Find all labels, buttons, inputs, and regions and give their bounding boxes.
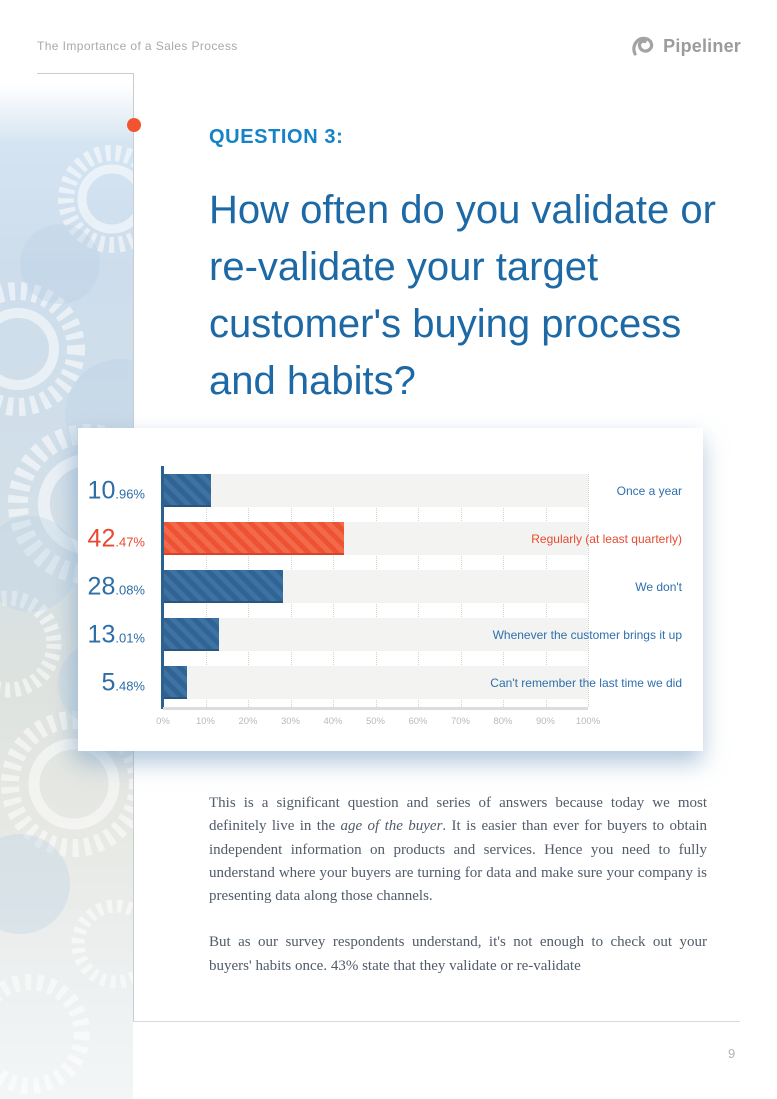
survey-bar-chart: 10.96% Once a year 42.47% Regularly (at lea…: [78, 428, 703, 751]
value-integer: 10: [87, 476, 116, 504]
x-tick-label: 50%: [365, 716, 385, 727]
paragraph-1: This is a significant question and serie…: [209, 792, 707, 908]
value-label: 13.01%: [88, 620, 145, 649]
chart-row: 10.96% Once a year: [78, 474, 703, 507]
row-band: [163, 618, 588, 651]
paragraph-1-text: This is a significant question and serie…: [209, 795, 707, 835]
x-tick-label: 0%: [156, 716, 170, 727]
category-label: Can't remember the last time we did: [490, 675, 682, 690]
chart-row: 28.08% We don't: [78, 570, 703, 603]
value-label: 42.47%: [88, 524, 145, 553]
question-title: How often do you validate or re-validate…: [209, 188, 716, 403]
paragraph-1-italic: age of the buyer: [340, 818, 443, 835]
bar-4: [164, 666, 188, 699]
paragraph-2: But as our survey respondents understand…: [209, 934, 707, 974]
x-tick-label: 80%: [493, 716, 513, 727]
value-decimal: .47%: [115, 534, 145, 549]
category-label: We don't: [635, 579, 682, 594]
brand-logo: Pipeliner: [630, 33, 741, 59]
pipeliner-logo-icon: [632, 36, 654, 56]
chart-row: 42.47% Regularly (at least quarterly): [78, 522, 703, 555]
frame-line-bottom: [133, 1021, 740, 1022]
chart-row: 13.01% Whenever the customer brings it up: [78, 618, 703, 651]
question-kicker: QUESTION 3:: [209, 126, 344, 148]
category-label: Whenever the customer brings it up: [492, 627, 682, 642]
value-decimal: .08%: [115, 582, 145, 597]
value-label: 10.96%: [88, 476, 145, 505]
value-decimal: .01%: [115, 630, 145, 645]
value-integer: 13: [87, 620, 116, 648]
chart-row: 5.48% Can't remember the last time we did: [78, 666, 703, 699]
body-copy: This is a significant question and serie…: [209, 792, 707, 1001]
bar-0: [164, 474, 211, 507]
x-tick-label: 30%: [280, 716, 300, 727]
x-axis-line: [163, 707, 588, 710]
value-label: 28.08%: [88, 572, 145, 601]
value-decimal: .96%: [115, 486, 145, 501]
x-tick-label: 70%: [450, 716, 470, 727]
value-decimal: .48%: [115, 678, 145, 693]
bar-3: [164, 618, 220, 651]
bar-1: [164, 522, 345, 555]
category-label: Once a year: [616, 483, 682, 498]
x-tick-label: 20%: [238, 716, 258, 727]
x-tick-label: 90%: [535, 716, 555, 727]
x-tick-label: 10%: [195, 716, 215, 727]
x-tick-label: 60%: [408, 716, 428, 727]
bar-2: [164, 570, 284, 603]
gridline: [588, 474, 589, 707]
x-tick-label: 40%: [323, 716, 343, 727]
value-label: 5.48%: [101, 668, 145, 697]
y-axis-line: [161, 466, 164, 709]
brand-name: Pipeliner: [663, 35, 741, 56]
value-integer: 42: [87, 524, 116, 552]
page-number: 9: [728, 1046, 736, 1061]
value-integer: 5: [101, 668, 116, 696]
x-tick-label: 100%: [575, 716, 601, 727]
accent-dot: [127, 118, 141, 132]
category-label: Regularly (at least quarterly): [531, 531, 682, 546]
row-band: [163, 474, 588, 507]
value-integer: 28: [87, 572, 116, 600]
paragraph-1-rest: . It is easier than ever for buyers to o…: [209, 818, 707, 905]
frame-line-top: [37, 73, 133, 74]
row-band: [163, 666, 588, 699]
document-title: The Importance of a Sales Process: [37, 39, 238, 53]
